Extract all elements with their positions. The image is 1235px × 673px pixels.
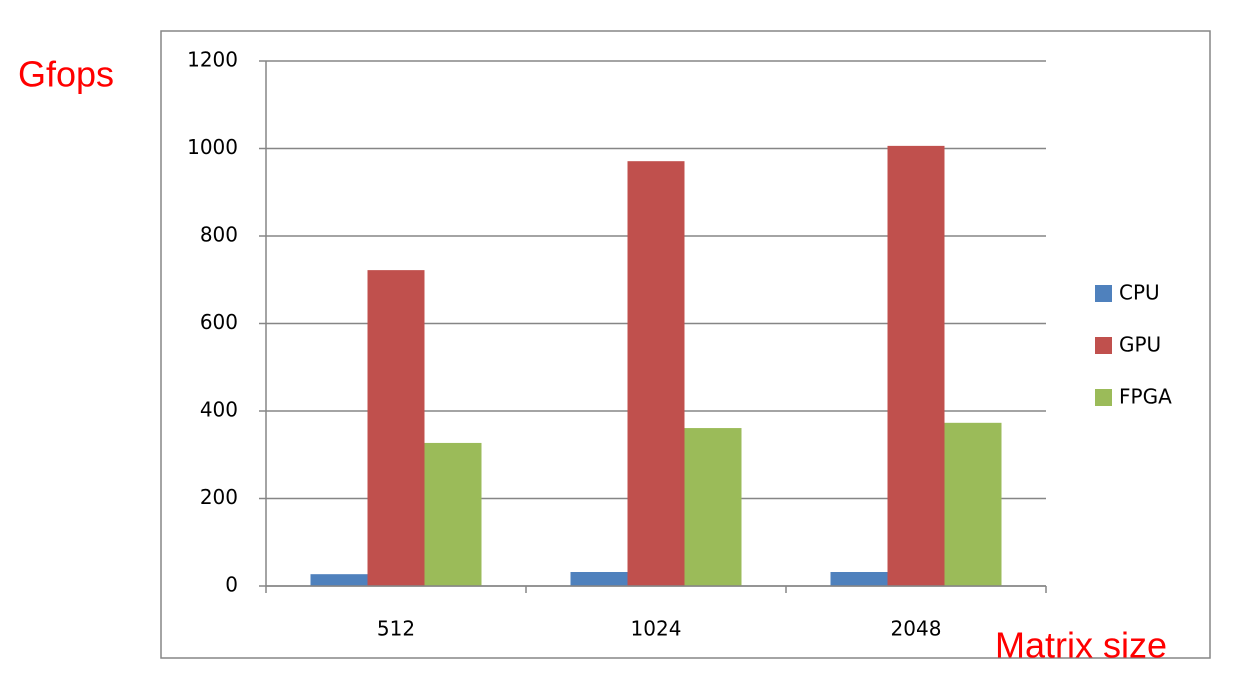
bar: [627, 161, 685, 586]
x-tick-label: 1024: [631, 617, 682, 641]
y-tick-label: 1000: [187, 135, 238, 159]
bar: [424, 442, 482, 586]
legend-label: CPU: [1119, 281, 1160, 305]
y-axis-label: Gfops: [18, 54, 114, 95]
bar: [887, 145, 945, 586]
bar: [367, 270, 425, 586]
x-tick-label: 512: [377, 617, 415, 641]
legend-swatch: [1095, 389, 1112, 406]
bar: [944, 422, 1002, 586]
x-axis-label: Matrix size: [995, 625, 1167, 666]
y-tick-label: 800: [200, 223, 238, 247]
legend-swatch: [1095, 337, 1112, 354]
legend-label: GPU: [1119, 333, 1161, 357]
y-tick-label: 600: [200, 310, 238, 334]
bar: [684, 428, 742, 586]
legend-swatch: [1095, 285, 1112, 302]
y-tick-label: 0: [225, 573, 238, 597]
bar: [310, 574, 368, 586]
chart-border: [160, 30, 1211, 659]
bar: [830, 572, 888, 586]
x-tick-label: 2048: [891, 617, 942, 641]
bar: [570, 572, 628, 586]
y-tick-label: 200: [200, 485, 238, 509]
legend-label: FPGA: [1119, 385, 1172, 409]
y-tick-label: 1200: [187, 48, 238, 72]
y-tick-label: 400: [200, 398, 238, 422]
